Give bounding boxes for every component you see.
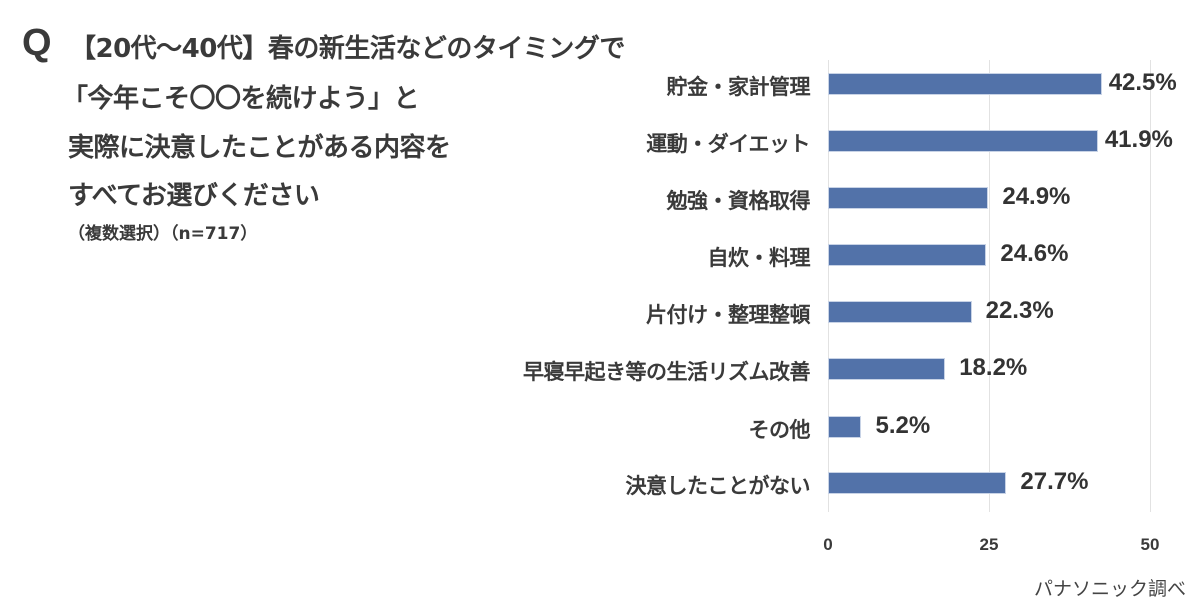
- bar: [828, 130, 1098, 152]
- bar-row: 勉強・資格取得 24.9%: [0, 183, 1200, 213]
- question-line-3: 実際に決意したことがある内容を: [68, 133, 451, 163]
- bar-row: その他 5.2%: [0, 412, 1200, 442]
- x-tick-25: 25: [979, 535, 999, 554]
- bar-value-label: 24.6%: [1000, 240, 1069, 267]
- bar-value-label: 24.9%: [1002, 183, 1071, 210]
- bar-category-label: 運動・ダイエット: [646, 132, 810, 156]
- bar-row: 片付け・整理整頓 22.3%: [0, 297, 1200, 327]
- bar: [828, 358, 946, 380]
- question-mark: Q: [22, 22, 52, 64]
- question-line-4: すべてお選びください: [68, 181, 320, 211]
- bar: [828, 416, 862, 438]
- source-credit: パナソニック調べ: [1033, 578, 1186, 600]
- x-tick-0: 0: [823, 535, 833, 554]
- bar-value-label: 5.2%: [875, 412, 931, 439]
- bar-row: 貯金・家計管理 42.5%: [0, 69, 1200, 99]
- question-note: （複数選択）（n=717）: [68, 224, 258, 244]
- bar-category-label: 貯金・家計管理: [666, 75, 811, 99]
- bar-category-label: 早寝早起き等の生活リズム改善: [523, 360, 811, 384]
- bar-value-label: 42.5%: [1108, 69, 1177, 96]
- bar-value-label: 27.7%: [1020, 468, 1089, 495]
- bar: [828, 301, 972, 323]
- bar-value-label: 22.3%: [985, 297, 1054, 324]
- bar-category-label: その他: [748, 418, 811, 442]
- gridline-0: [828, 60, 829, 512]
- bar: [828, 472, 1007, 494]
- bar-row: 運動・ダイエット 41.9%: [0, 126, 1200, 156]
- bar: [828, 73, 1102, 95]
- gridline-50: [1150, 60, 1151, 512]
- bar-value-label: 41.9%: [1104, 126, 1173, 153]
- question-line-2: 「今年こそ〇〇を続けよう」と: [62, 84, 420, 114]
- question-line-1: 【20代～40代】春の新生活などのタイミングで: [70, 34, 625, 64]
- x-tick-50: 50: [1140, 535, 1160, 554]
- bar-value-label: 18.2%: [959, 354, 1028, 381]
- bar-row: 決意したことがない 27.7%: [0, 468, 1200, 498]
- bar-category-label: 決意したことがない: [625, 474, 811, 498]
- bar-category-label: 片付け・整理整頓: [646, 303, 811, 327]
- bar-category-label: 自炊・料理: [707, 246, 811, 270]
- gridline-25: [989, 60, 990, 512]
- bar-category-label: 勉強・資格取得: [666, 189, 811, 213]
- bar-row: 自炊・料理 24.6%: [0, 240, 1200, 270]
- bar: [828, 187, 989, 209]
- bar-row: 早寝早起き等の生活リズム改善 18.2%: [0, 354, 1200, 384]
- bar: [828, 244, 987, 266]
